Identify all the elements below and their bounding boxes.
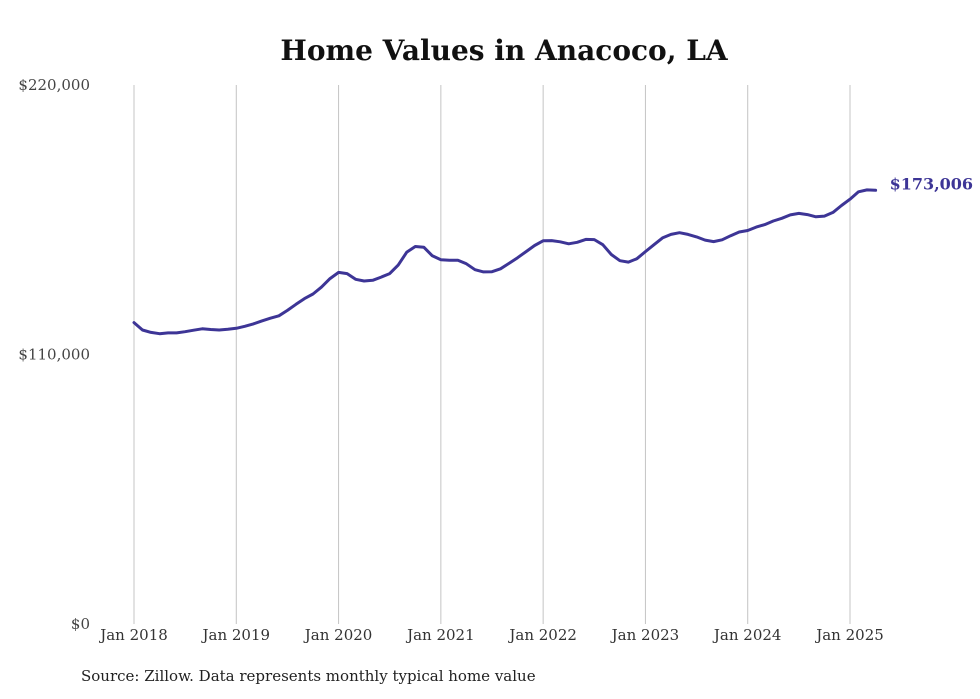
x-tick-label: Jan 2018 <box>98 626 168 644</box>
x-axis-ticks: Jan 2018 Jan 2019 Jan 2020 Jan 2021 Jan 2022… <box>98 626 884 644</box>
y-axis-ticks: $0 $110,000 $220,000 <box>18 76 90 633</box>
y-tick-label: $0 <box>71 615 90 633</box>
x-tick-label: Jan 2023 <box>610 626 680 644</box>
end-value-label: $173,006 <box>890 174 974 193</box>
series-line <box>132 188 878 336</box>
chart-title: Home Values in Anacoco, LA <box>280 34 729 67</box>
x-tick-label: Jan 2025 <box>814 626 884 644</box>
x-tick-label: Jan 2022 <box>507 626 577 644</box>
series-layer: $173,006 <box>132 174 974 336</box>
gridlines <box>133 85 851 624</box>
y-tick-label: $220,000 <box>18 76 90 94</box>
x-tick-label: Jan 2024 <box>712 626 782 644</box>
x-tick-label: Jan 2019 <box>201 626 271 644</box>
x-tick-label: Jan 2021 <box>405 626 475 644</box>
x-tick-label: Jan 2020 <box>303 626 373 644</box>
y-tick-label: $110,000 <box>18 346 90 364</box>
source-note: Source: Zillow. Data represents monthly … <box>81 667 536 685</box>
